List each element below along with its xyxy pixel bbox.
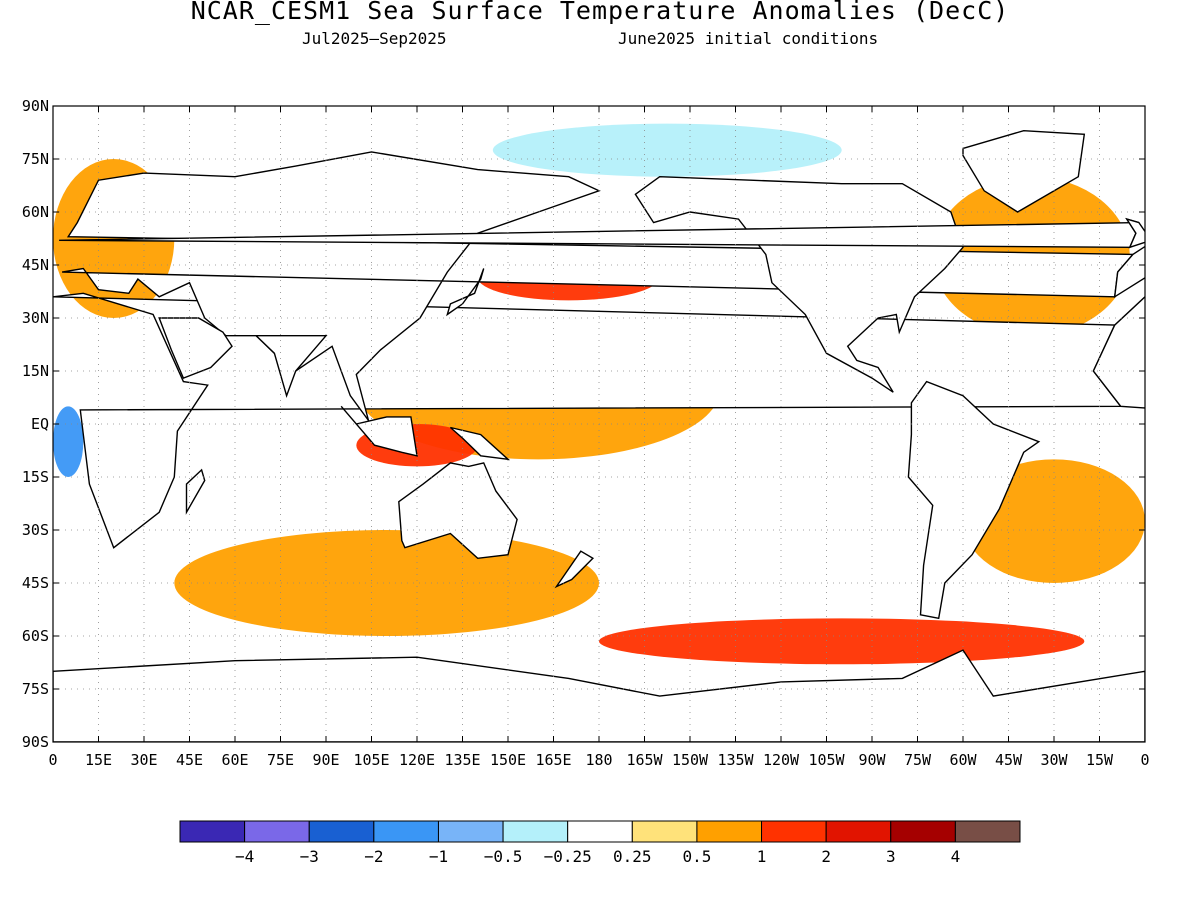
- landmass-india: [254, 335, 328, 398]
- lon-tick-label: 150W: [672, 751, 709, 769]
- colorbar-label: 1: [757, 847, 767, 866]
- anomaly-region: [599, 618, 1085, 665]
- colorbar-label: −0.5: [484, 847, 523, 866]
- colorbar-swatch: [825, 820, 892, 843]
- landmass-madagascar: [185, 468, 206, 515]
- colorbar-swatch: [502, 820, 569, 843]
- lon-tick-label: 120W: [763, 751, 800, 769]
- landmass-greenland: [962, 129, 1086, 213]
- lon-tick-label: 75W: [904, 751, 932, 769]
- initial-conditions: June2025 initial conditions: [618, 29, 879, 48]
- lon-tick-label: 15W: [1086, 751, 1114, 769]
- landmass-eurasia-wrap: [1113, 245, 1145, 299]
- colorbar-swatch: [761, 820, 827, 843]
- lon-tick-label: 75E: [267, 751, 294, 769]
- colorbar-swatch: [308, 820, 375, 843]
- colorbar-swatch: [567, 820, 633, 843]
- lon-tick-label: 105W: [808, 751, 845, 769]
- colorbar-swatch: [437, 820, 504, 843]
- chart-title: NCAR_CESM1 Sea Surface Temperature Anoma…: [190, 0, 1010, 25]
- colorbar-label: 2: [821, 847, 831, 866]
- lon-tick-label: 135W: [717, 751, 754, 769]
- colorbar-label: 3: [886, 847, 896, 866]
- lat-tick-label: 30N: [22, 309, 49, 327]
- landmass-japan: [446, 268, 485, 317]
- lon-tick-label: 90E: [312, 751, 339, 769]
- colorbar: −4 −3 −2 −1 −0.5 −0.25 0.25 0.5 1 2 3 4: [179, 820, 1021, 866]
- colorbar-swatch: [373, 820, 439, 843]
- lat-tick-label: 90S: [22, 733, 49, 751]
- lon-tick-label: 45W: [995, 751, 1023, 769]
- lat-tick-label: 75S: [22, 680, 49, 698]
- lon-tick-label: 30W: [1040, 751, 1068, 769]
- colorbar-label: −3: [300, 847, 319, 866]
- lon-tick-label: 135E: [444, 751, 480, 769]
- colorbar-swatch: [179, 820, 246, 843]
- landmass-new-zealand: [554, 550, 595, 589]
- colorbar-label: 4: [951, 847, 961, 866]
- lon-tick-label: 0: [1140, 751, 1149, 769]
- lon-tick-label: 0: [48, 751, 57, 769]
- colorbar-swatch: [244, 820, 310, 843]
- lon-tick-label: 15E: [85, 751, 112, 769]
- lon-tick-label: 150E: [490, 751, 526, 769]
- lon-tick-label: 165W: [626, 751, 663, 769]
- anomaly-region: [492, 123, 842, 177]
- lon-tick-label: 165E: [535, 751, 571, 769]
- lon-tick-label: 120E: [399, 751, 435, 769]
- lon-tick-label: 45E: [176, 751, 203, 769]
- landmass-australia: [398, 462, 518, 560]
- colorbar-label: 0.5: [682, 847, 711, 866]
- colorbar-swatch: [696, 820, 763, 843]
- colorbar-label: −2: [364, 847, 383, 866]
- landmass-eurasia: [61, 151, 1135, 421]
- lat-tick-label: 15N: [22, 362, 49, 380]
- longitude-ticks: 0 15E 30E 45E 60E 75E 90E 105E 120E 135E 150E 165E 1…: [48, 106, 1150, 769]
- lat-tick-label: 60N: [22, 203, 49, 221]
- grid-lines: [53, 106, 1145, 742]
- colorbar-label: −4: [235, 847, 254, 866]
- landmass-uk-wrap: [1125, 217, 1145, 249]
- land-masses: [53, 129, 1145, 742]
- colorbar-label: −1: [429, 847, 448, 866]
- lat-tick-label: 60S: [22, 627, 49, 645]
- colorbar-swatch: [631, 820, 698, 843]
- lat-tick-label: 45S: [22, 574, 49, 592]
- anomaly-region: [53, 406, 84, 477]
- map-area: [53, 106, 1145, 742]
- lat-tick-label: 30S: [22, 521, 49, 539]
- landmass-arabia: [158, 317, 233, 379]
- lat-tick-label: 15S: [22, 468, 49, 486]
- lon-tick-label: 105E: [353, 751, 389, 769]
- lon-tick-label: 90W: [858, 751, 886, 769]
- colorbar-label: −0.25: [544, 847, 592, 866]
- colorbar-label: 0.25: [613, 847, 652, 866]
- landmass-indonesia: [340, 405, 418, 457]
- lat-tick-label: 45N: [22, 256, 49, 274]
- lon-tick-label: 180: [585, 751, 612, 769]
- lat-tick-label: 75N: [22, 150, 49, 168]
- latitude-ticks: 90N 75N 60N 45N 30N 15N EQ 15S 30S 45S 60S 75S 90S: [22, 97, 1145, 751]
- lon-tick-label: 60E: [221, 751, 248, 769]
- landmass-antarctica: [53, 649, 1145, 742]
- lat-tick-label: EQ: [31, 415, 49, 433]
- landmass-south-america: [907, 380, 1041, 620]
- anomaly-region: [174, 530, 600, 636]
- lat-tick-label: 90N: [22, 97, 49, 115]
- colorbar-swatch: [890, 820, 956, 843]
- landmass-new-guinea: [449, 426, 511, 461]
- landmass-africa-wrap: [1092, 296, 1145, 409]
- lon-tick-label: 60W: [949, 751, 977, 769]
- forecast-period: Jul2025–Sep2025: [302, 29, 447, 48]
- colorbar-swatch: [954, 820, 1021, 843]
- lon-tick-label: 30E: [130, 751, 157, 769]
